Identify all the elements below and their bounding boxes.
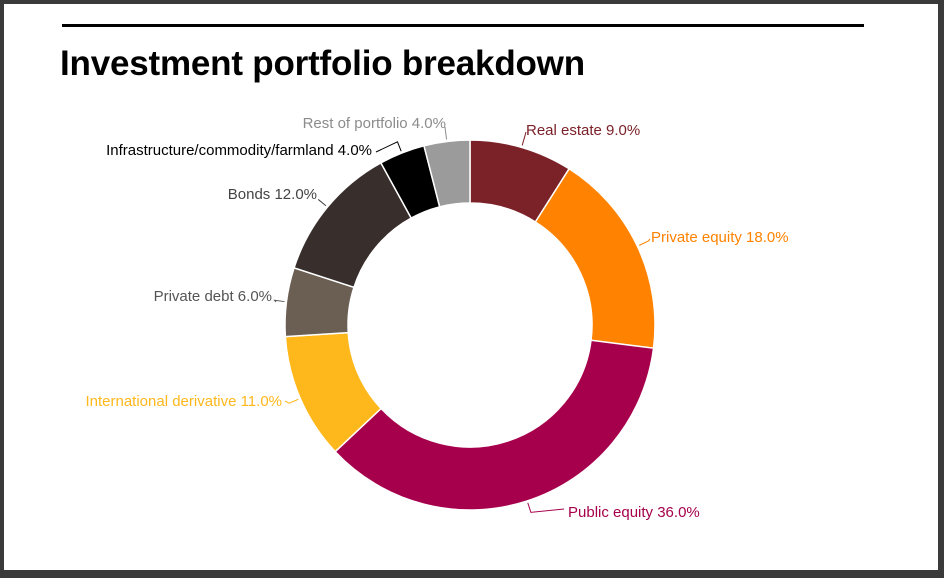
slice-label-private-debt: Private debt 6.0%	[154, 288, 272, 305]
slice-label-bonds: Bonds 12.0%	[228, 186, 317, 203]
leader-line-infrastructure-commodity-farmland	[375, 141, 402, 153]
leader-line-public-equity	[527, 502, 565, 513]
leader-line-rest-of-portfolio	[444, 126, 448, 140]
title-rule	[62, 24, 864, 27]
leader-line-international-derivative	[284, 398, 299, 404]
donut-chart: Real estate 9.0% Private equity 18.0% Publ…	[85, 115, 789, 521]
chart-title: Investment portfolio breakdown	[60, 44, 585, 83]
leader-line-real-estate	[521, 131, 527, 146]
slice-label-rest-of-portfolio: Rest of portfolio 4.0%	[303, 115, 446, 132]
slice-label-private-equity: Private equity 18.0%	[651, 229, 789, 246]
slice-private-equity	[534, 167, 656, 350]
leader-line-private-debt	[273, 299, 285, 303]
slice-rest-of-portfolio	[423, 139, 471, 208]
chart-frame: Investment portfolio breakdown Real esta…	[4, 4, 938, 570]
slice-label-international-derivative: International derivative 11.0%	[85, 393, 282, 410]
leader-line-bonds	[317, 199, 327, 207]
leader-line-private-equity	[638, 238, 651, 246]
slice-label-infrastructure-commodity-farmland: Infrastructure/commodity/farmland 4.0%	[106, 142, 372, 159]
slice-label-public-equity: Public equity 36.0%	[568, 504, 700, 521]
slice-public-equity	[334, 339, 655, 511]
slice-label-real-estate: Real estate 9.0%	[526, 122, 640, 139]
